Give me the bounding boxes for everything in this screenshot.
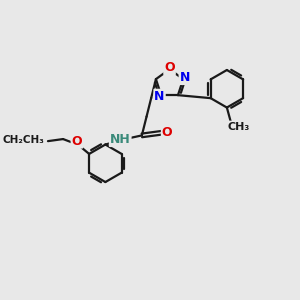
- Text: N: N: [180, 71, 190, 84]
- Text: NH: NH: [110, 133, 130, 146]
- Text: O: O: [72, 135, 82, 148]
- Text: N: N: [154, 90, 165, 103]
- Text: CH₃: CH₃: [228, 122, 250, 131]
- Text: O: O: [162, 126, 172, 139]
- Text: CH₂CH₃: CH₂CH₃: [3, 135, 45, 145]
- Text: O: O: [164, 61, 175, 74]
